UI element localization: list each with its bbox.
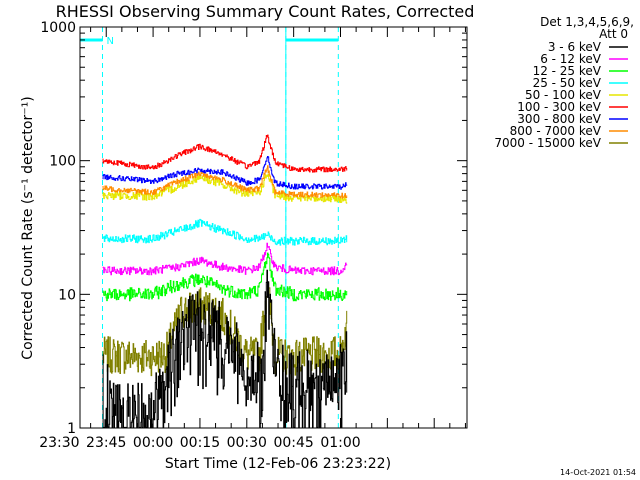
y-tick-label-0: 1: [67, 421, 76, 437]
y-axis: 1 10 100 1000: [40, 20, 467, 437]
legend-label-4: 50 - 100 keV: [525, 88, 602, 102]
legend-label-5: 100 - 300 keV: [517, 100, 601, 114]
series-line-7: [102, 165, 348, 199]
legend-label-8: 7000 - 15000 keV: [494, 136, 601, 150]
legend-label-7: 800 - 7000 keV: [510, 124, 602, 138]
legend-label-3: 25 - 50 keV: [533, 76, 602, 90]
x-tick-label-3: 00:15: [180, 435, 220, 451]
y-tick-label-2: 100: [49, 154, 76, 170]
y-tick-label-3: 1000: [40, 20, 76, 36]
series-line-3: [102, 218, 348, 246]
x-tick-label-4: 00:30: [227, 435, 267, 451]
x-tick-label-2: 00:00: [133, 435, 173, 451]
series-line-2: [102, 252, 348, 302]
night-marker: N: [106, 36, 113, 47]
legend-label-0: 3 - 6 keV: [548, 40, 602, 54]
series-line-0: [102, 269, 348, 428]
x-tick-label-0: 23:30: [39, 435, 79, 451]
chart-title: RHESSI Observing Summary Count Rates, Co…: [56, 2, 475, 21]
footer-timestamp: 14-Oct-2021 01:54: [560, 468, 636, 477]
attenuator-label: Att 0: [599, 27, 628, 41]
series-line-5: [102, 134, 348, 173]
x-tick-label-6: 01:00: [320, 435, 360, 451]
x-axis-label: Start Time (12-Feb-06 23:23:22): [165, 456, 391, 472]
x-axis: 23:30 23:45 00:00 00:15 00:30 00:45 01:00: [39, 27, 466, 451]
y-axis-label: Corrected Count Rate (s⁻¹ detector⁻¹): [20, 96, 36, 359]
y-tick-label-1: 10: [58, 287, 76, 303]
legend-label-1: 6 - 12 keV: [540, 52, 602, 66]
detectors-label: Det 1,3,4,5,6,9,: [540, 15, 634, 29]
x-tick-label-1: 23:45: [86, 435, 126, 451]
legend-label-2: 12 - 25 keV: [533, 64, 602, 78]
data-layer: [102, 134, 348, 428]
legend-label-6: 300 - 800 keV: [517, 112, 601, 126]
plot-frame: [79, 26, 468, 429]
series-line-1: [102, 242, 348, 276]
x-tick-label-5: 00:45: [273, 435, 313, 451]
series-line-8: [102, 281, 348, 377]
series-line-6: [102, 156, 348, 190]
